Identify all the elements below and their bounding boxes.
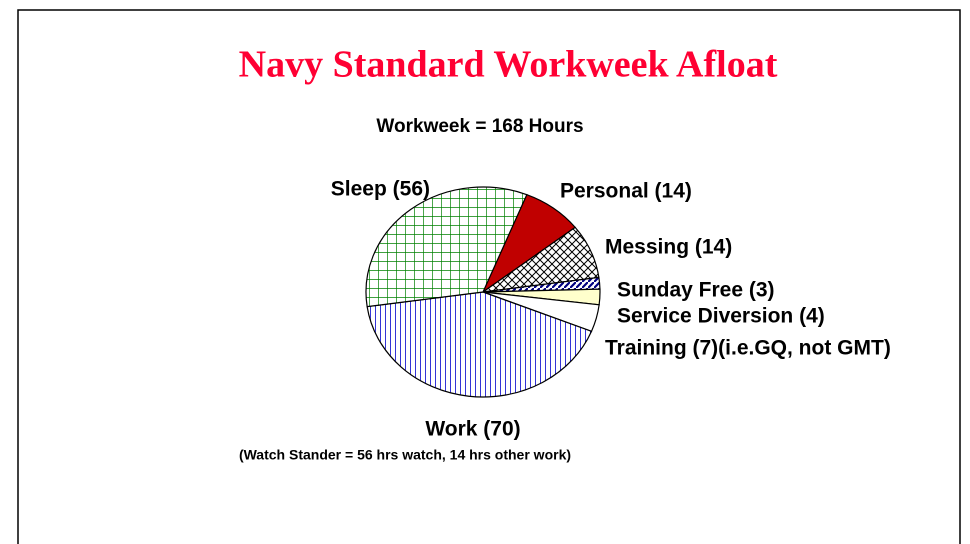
pie-slice xyxy=(366,291,593,398)
frame xyxy=(17,9,961,544)
slice-label: Training (7)(i.e.GQ, not GMT) xyxy=(605,337,891,360)
pie-slice xyxy=(365,186,528,308)
annotation: (Watch Stander = 56 hrs watch, 14 hrs ot… xyxy=(239,447,571,463)
slice-label: Personal (14) xyxy=(560,180,692,203)
slice-label: Messing (14) xyxy=(605,236,732,259)
slice-label: Sunday Free (3) xyxy=(617,279,775,302)
subtitle: Workweek = 168 Hours xyxy=(376,116,583,137)
slice-label: Service Diversion (4) xyxy=(617,305,825,328)
slice-label: Sleep (56) xyxy=(331,178,430,201)
chart-title: Navy Standard Workweek Afloat xyxy=(239,44,778,86)
slice-label: Work (70) xyxy=(425,418,520,441)
